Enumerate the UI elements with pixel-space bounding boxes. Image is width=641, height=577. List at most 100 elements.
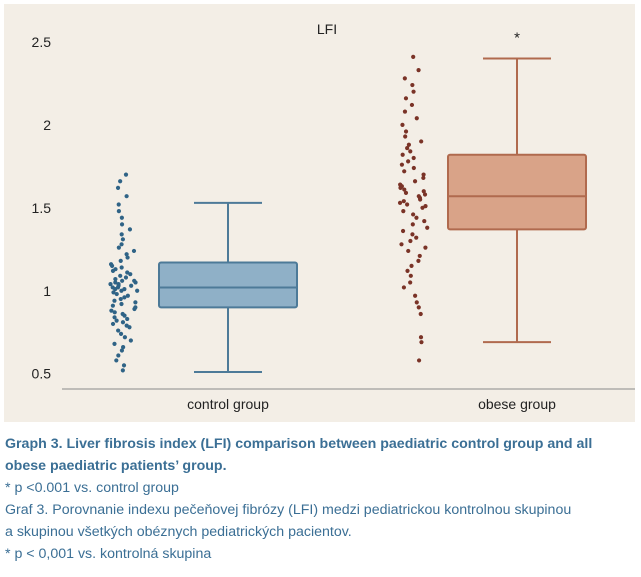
data-point	[116, 282, 121, 287]
data-point	[411, 212, 416, 217]
data-point	[421, 172, 426, 177]
data-point	[127, 227, 133, 232]
data-point	[400, 228, 406, 234]
data-point	[125, 293, 130, 298]
data-point	[123, 275, 129, 280]
data-point	[410, 82, 415, 88]
data-point	[110, 285, 115, 290]
data-point	[402, 187, 407, 192]
data-point	[119, 242, 124, 247]
figure-caption: Graph 3. Liver fibrosis index (LFI) comp…	[5, 433, 637, 565]
caption-title-en-line1: Graph 3. Liver fibrosis index (LFI) comp…	[5, 436, 593, 452]
box-iqr	[158, 261, 298, 309]
data-point	[120, 311, 125, 317]
data-point	[400, 152, 405, 157]
data-point	[403, 134, 408, 139]
data-point	[414, 235, 419, 240]
data-point	[414, 215, 419, 220]
data-point	[110, 303, 115, 308]
x-category-label: control group	[187, 396, 269, 412]
data-point	[401, 285, 407, 290]
data-point	[118, 296, 123, 302]
y-tick-label: 2	[43, 117, 51, 133]
data-point	[408, 238, 413, 244]
chart-title: LFI	[317, 21, 337, 37]
data-point	[108, 262, 114, 267]
data-point	[401, 209, 406, 214]
data-point	[419, 139, 424, 144]
data-point	[422, 192, 428, 197]
data-point	[409, 102, 415, 108]
data-point	[423, 204, 428, 209]
data-point	[414, 116, 419, 121]
data-point	[410, 232, 415, 237]
plot-panel: LFI 0.5 1 1.5 2 2.5 control group obese group *	[4, 4, 635, 422]
data-point	[124, 252, 129, 257]
data-point	[397, 200, 403, 205]
data-point	[125, 270, 130, 275]
y-tick-label: 2.5	[32, 34, 52, 50]
data-point	[411, 89, 416, 94]
data-point	[111, 290, 116, 295]
data-point	[416, 258, 421, 263]
data-point	[398, 182, 403, 187]
data-point	[118, 258, 123, 263]
data-point	[119, 301, 124, 307]
data-point	[405, 145, 410, 151]
data-point	[402, 109, 408, 114]
data-point	[133, 305, 138, 310]
data-point	[418, 311, 423, 317]
data-point	[403, 96, 409, 101]
data-point	[416, 305, 421, 310]
data-point	[118, 331, 124, 336]
data-point	[419, 340, 424, 345]
data-point	[135, 288, 140, 293]
data-point	[416, 68, 421, 73]
box-iqr	[447, 153, 587, 231]
data-point	[124, 323, 129, 328]
data-point	[410, 222, 415, 227]
data-point	[119, 215, 124, 220]
data-point	[403, 129, 409, 134]
box-plot-chart: LFI 0.5 1 1.5 2 2.5 control group obese group *	[32, 21, 635, 412]
data-point	[112, 315, 117, 320]
data-point	[418, 335, 424, 340]
data-point	[406, 248, 411, 254]
data-point	[399, 162, 405, 167]
data-point	[129, 283, 134, 288]
data-point	[119, 232, 124, 237]
data-point	[399, 242, 404, 247]
data-point	[132, 278, 137, 283]
data-point	[408, 149, 413, 154]
data-point	[108, 282, 113, 287]
data-point	[416, 358, 422, 363]
data-point	[116, 202, 121, 207]
data-point	[403, 190, 409, 195]
data-point	[120, 278, 125, 283]
data-point	[113, 267, 118, 272]
data-point	[124, 194, 129, 199]
data-point	[120, 368, 125, 373]
data-point	[131, 248, 137, 254]
x-category-label: obese group	[478, 396, 556, 412]
data-point	[120, 237, 126, 242]
data-point	[115, 185, 121, 190]
data-point	[114, 358, 119, 363]
data-point	[408, 273, 413, 278]
data-point	[405, 268, 410, 273]
data-point	[417, 253, 422, 259]
caption-title-sk-line2: a skupinou všetkých obéznych pediatrický…	[5, 524, 352, 540]
data-point	[112, 310, 117, 315]
data-point	[125, 316, 130, 322]
data-point	[122, 295, 127, 300]
data-point	[414, 300, 419, 305]
data-point	[421, 175, 426, 181]
data-point	[408, 280, 413, 285]
data-point	[116, 245, 121, 250]
data-point	[116, 353, 121, 358]
data-point	[406, 142, 411, 147]
data-point	[121, 363, 127, 368]
data-point	[113, 277, 118, 282]
data-point	[112, 298, 117, 303]
data-point	[421, 189, 426, 194]
